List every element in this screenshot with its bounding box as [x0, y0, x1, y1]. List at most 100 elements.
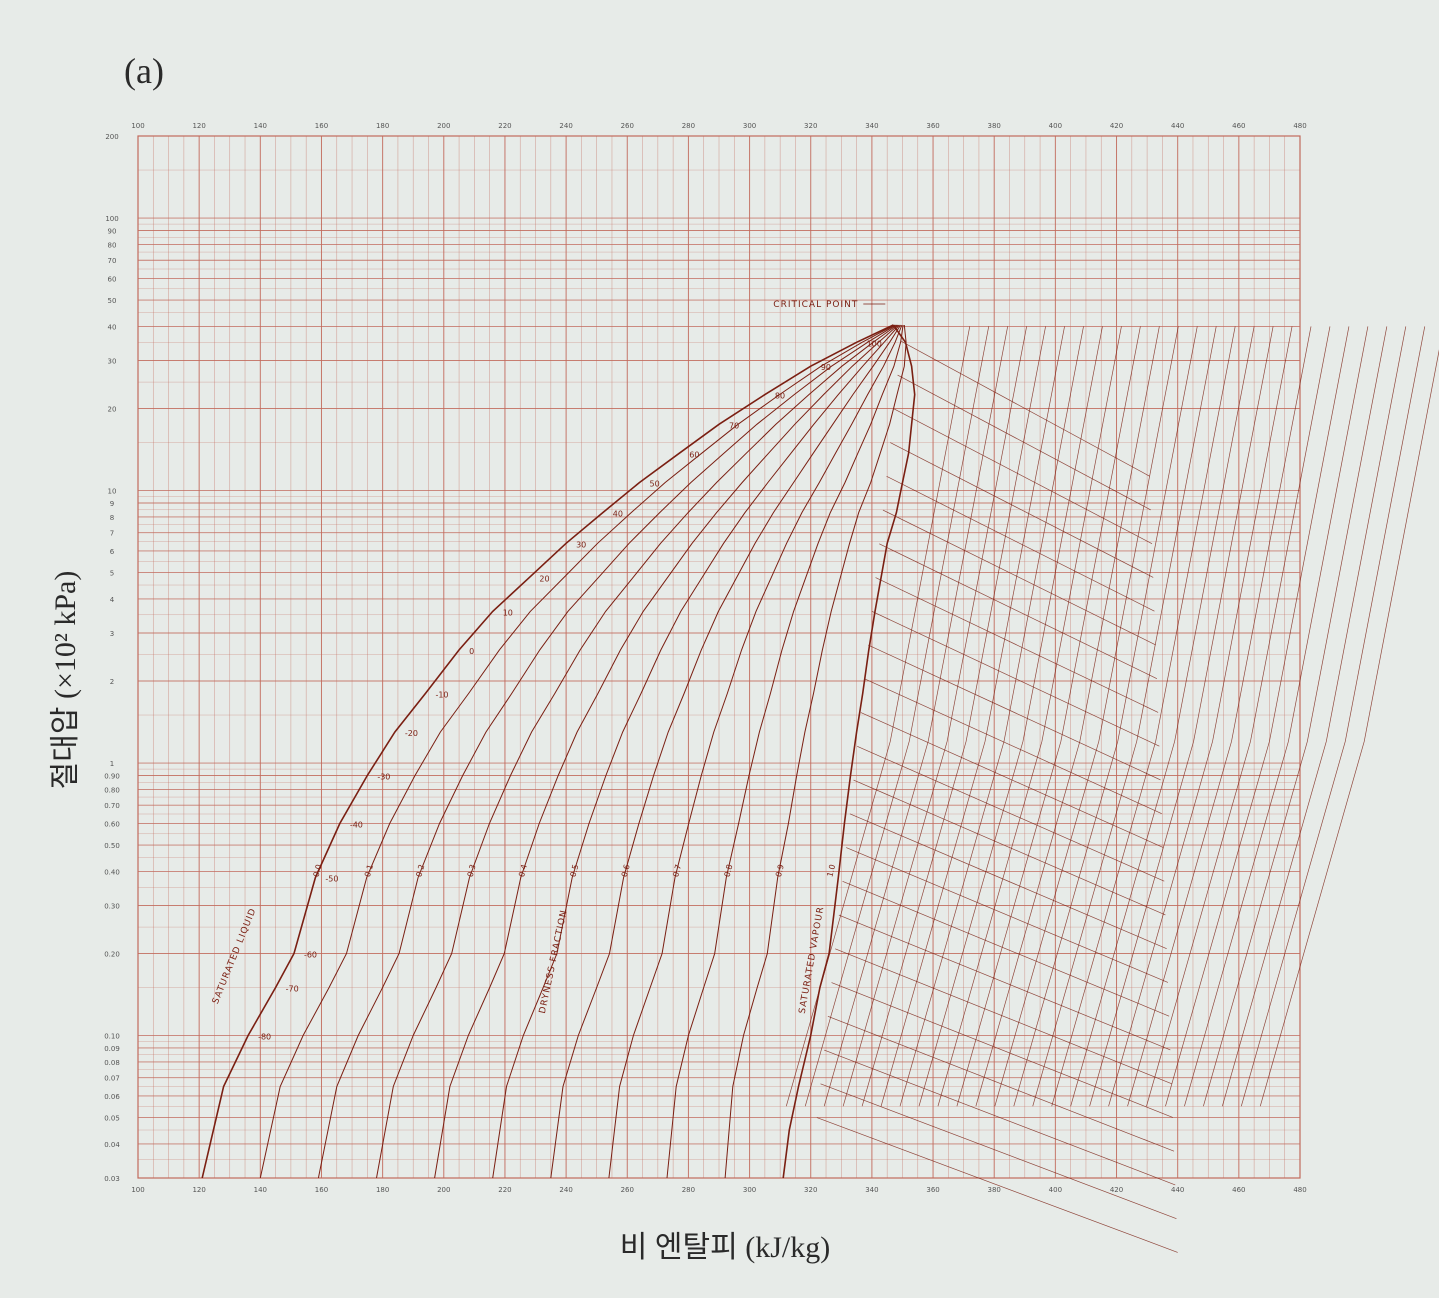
- x-tick-label-top: 300: [743, 122, 756, 130]
- y-tick-label: 0.30: [104, 903, 120, 911]
- saturation-temperature-label: -60: [304, 950, 317, 959]
- dryness-fraction-label: 0.8: [723, 863, 735, 878]
- x-tick-label-top: 480: [1293, 122, 1306, 130]
- dryness-fraction-label: 0.9: [774, 863, 786, 878]
- isentrope-line: [823, 326, 1009, 1107]
- x-tick-label-bottom: 340: [865, 1186, 878, 1194]
- y-tick-label: 70: [108, 257, 117, 265]
- y-tick-label: 0.10: [104, 1033, 120, 1041]
- isotherm-line: [868, 644, 1161, 781]
- x-tick-label-bottom: 360: [926, 1186, 939, 1194]
- saturation-temperature-label: 80: [775, 392, 785, 401]
- dryness-fraction-label: 0.6: [620, 863, 632, 878]
- isentrope-line: [956, 326, 1141, 1107]
- series-saturated-vapour: [782, 324, 916, 1179]
- curves: [201, 324, 1439, 1253]
- saturation-temperature-label: 50: [649, 480, 659, 489]
- x-tick-label-top: 400: [1049, 122, 1062, 130]
- y-tick-label: 0.90: [104, 772, 120, 780]
- dryness-fraction-label: 0.4: [517, 863, 529, 878]
- isotherm-line: [875, 577, 1159, 713]
- x-tick-label-bottom: 320: [804, 1186, 817, 1194]
- y-tick-label: 90: [108, 227, 117, 235]
- x-tick-label-top: 220: [498, 122, 511, 130]
- dryness-fraction-label: 1.0: [825, 863, 837, 878]
- x-tick-label-top: 380: [988, 122, 1001, 130]
- saturation-temperature-label: 0: [469, 647, 474, 656]
- saturation-temperature-label: 70: [729, 421, 739, 430]
- y-tick-label: 1: [110, 760, 114, 768]
- series-saturated-liquid: [201, 324, 894, 1179]
- y-tick-label: 60: [108, 275, 117, 283]
- y-tick-label: 80: [108, 241, 117, 249]
- y-tick-label: 40: [108, 323, 117, 331]
- dryness-fraction-line: [666, 324, 904, 1179]
- saturated-liquid-label: SATURATED LIQUID: [211, 907, 259, 1006]
- isotherm-line: [824, 1049, 1176, 1186]
- x-tick-label-top: 140: [254, 122, 267, 130]
- y-tick-label: 20: [108, 405, 117, 413]
- x-tick-label-bottom: 400: [1049, 1186, 1062, 1194]
- isotherm-line: [890, 442, 1154, 578]
- isentrope-line: [1013, 326, 1198, 1107]
- saturation-temperature-label: -10: [435, 690, 448, 699]
- saturation-temperature-label: 20: [539, 574, 549, 583]
- y-tick-label: 0.40: [104, 868, 120, 876]
- isentrope-line: [1070, 326, 1255, 1107]
- saturation-temperature-label: 60: [689, 450, 699, 459]
- x-tick-label-bottom: 300: [743, 1186, 756, 1194]
- grid: [137, 135, 1301, 1179]
- dryness-fraction-line: [259, 324, 895, 1179]
- y-tick-label: 6: [110, 548, 115, 556]
- saturation-temperature-label: -30: [377, 772, 390, 781]
- dryness-fraction-title: DRYNESS FRACTION: [538, 909, 570, 1015]
- isentrope-line: [1184, 326, 1369, 1107]
- y-tick-label: 0.50: [104, 842, 120, 850]
- isotherm-line: [882, 509, 1156, 646]
- dryness-fraction-label: 0.1: [363, 863, 375, 878]
- isotherm-line: [842, 880, 1170, 1017]
- isotherm-line: [893, 408, 1153, 544]
- dryness-fraction-line: [724, 324, 907, 1179]
- y-tick-label: 0.08: [104, 1059, 120, 1067]
- isotherm-line: [860, 712, 1164, 848]
- x-tick-label-bottom: 220: [498, 1186, 511, 1194]
- isentrope-line: [1146, 326, 1331, 1107]
- y-tick-label: 4: [110, 596, 115, 604]
- isotherm-line: [853, 779, 1166, 916]
- isotherm-line: [857, 745, 1165, 882]
- x-tick-label-bottom: 440: [1171, 1186, 1184, 1194]
- y-tick-label: 8: [110, 514, 114, 522]
- saturation-temperature-label: -50: [325, 875, 338, 884]
- y-tick-label: 10: [108, 488, 117, 496]
- isentrope-line: [1221, 326, 1407, 1107]
- x-tick-label-top: 280: [682, 122, 695, 130]
- x-tick-label-bottom: 280: [682, 1186, 695, 1194]
- x-axis-title: 비 엔탈피 (kJ/kg): [619, 1231, 831, 1264]
- saturation-temperature-label: -40: [350, 820, 363, 829]
- x-tick-label-top: 240: [559, 122, 572, 130]
- isentrope-line: [880, 326, 1065, 1107]
- isentrope-line: [861, 326, 1046, 1107]
- isotherm-line: [835, 948, 1172, 1084]
- saturation-temperature-label: 10: [503, 608, 513, 617]
- dryness-fraction-label: 0.5: [568, 863, 580, 878]
- isotherm-line: [816, 1117, 1178, 1253]
- dryness-fraction-label: 0.3: [466, 863, 478, 878]
- y-tick-label: 0.03: [104, 1175, 120, 1183]
- x-tick-label-top: 440: [1171, 122, 1184, 130]
- x-tick-label-bottom: 120: [192, 1186, 205, 1194]
- saturation-temperature-label: 90: [821, 363, 831, 372]
- x-tick-label-bottom: 240: [559, 1186, 572, 1194]
- y-tick-label: 9: [110, 500, 114, 508]
- y-tick-label: 0.06: [104, 1093, 120, 1101]
- isotherm-line: [827, 1015, 1175, 1152]
- saturated-vapour-label: SATURATED VAPOUR: [798, 906, 827, 1015]
- isotherm-line: [871, 610, 1160, 747]
- y-tick-label: 0.04: [104, 1141, 120, 1149]
- isentrope-line: [1165, 326, 1350, 1107]
- dryness-fraction-label: 0.2: [414, 863, 426, 878]
- isotherm-line: [901, 341, 1150, 477]
- panel-label: (a): [124, 51, 164, 91]
- y-tick-label: 200: [105, 133, 118, 141]
